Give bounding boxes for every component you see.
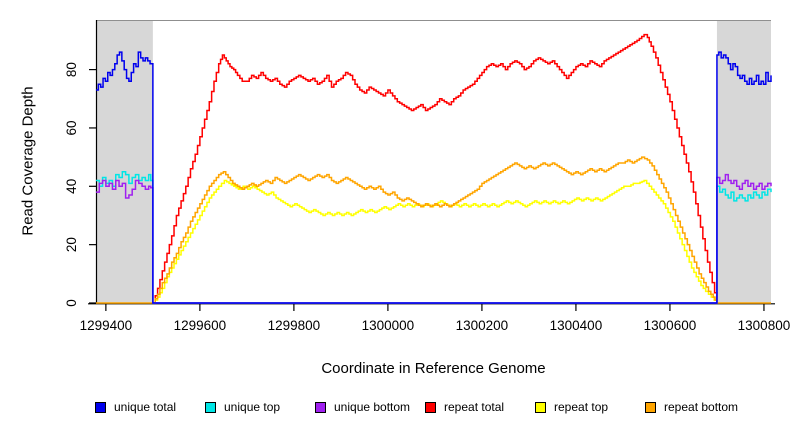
legend-item-repeat-top: repeat top <box>535 399 608 415</box>
legend: unique total unique top unique bottom repea… <box>0 399 792 415</box>
legend-item-unique-top: unique top <box>205 399 280 415</box>
legend-label: repeat total <box>444 400 505 414</box>
x-tick-label: 1300800 <box>738 318 791 333</box>
x-tick-label: 1300000 <box>362 318 415 333</box>
y-tick-label: 0 <box>64 299 79 307</box>
series-lines <box>96 33 772 304</box>
legend-swatch <box>315 401 326 413</box>
legend-swatch <box>535 401 546 413</box>
y-tick-label: 20 <box>64 237 79 252</box>
series-line-repeat-top <box>152 179 718 304</box>
legend-swatch <box>95 401 106 413</box>
axes: 1299400 1299600 1299800 1300000 1300200 13004… <box>64 20 790 333</box>
x-tick-label: 1299400 <box>80 318 133 333</box>
shaded-region <box>716 20 771 303</box>
legend-swatch <box>645 401 656 413</box>
shaded-regions <box>96 20 771 303</box>
legend-item-unique-bottom: unique bottom <box>315 399 410 415</box>
x-tick-label: 1300200 <box>456 318 509 333</box>
y-tick-label: 80 <box>64 62 79 77</box>
legend-item-unique-total: unique total <box>95 399 176 415</box>
legend-label: unique bottom <box>334 400 411 414</box>
legend-swatch <box>205 401 216 413</box>
series-line-repeat-total <box>152 33 718 304</box>
x-tick-label: 1300400 <box>550 318 603 333</box>
series-line-repeat-bottom <box>96 156 771 304</box>
legend-swatch <box>425 401 436 413</box>
x-axis-title: Coordinate in Reference Genome <box>321 360 546 377</box>
legend-label: unique total <box>114 400 177 414</box>
legend-label: repeat bottom <box>664 400 739 414</box>
series-line-unique-total <box>96 51 772 304</box>
x-tick-label: 1300600 <box>644 318 697 333</box>
x-tick-label: 1299600 <box>174 318 227 333</box>
x-tick-label: 1299800 <box>268 318 321 333</box>
series-line-unique-top <box>96 170 772 304</box>
legend-item-repeat-total: repeat total <box>425 399 504 415</box>
y-axis-title: Read Coverage Depth <box>19 86 37 236</box>
legend-label: unique top <box>224 400 281 414</box>
legend-item-repeat-bottom: repeat bottom <box>645 399 738 415</box>
legend-label: repeat top <box>554 400 609 414</box>
series-line-unique-bottom <box>96 173 772 304</box>
y-tick-label: 60 <box>64 120 79 135</box>
y-tick-label: 40 <box>64 179 79 194</box>
